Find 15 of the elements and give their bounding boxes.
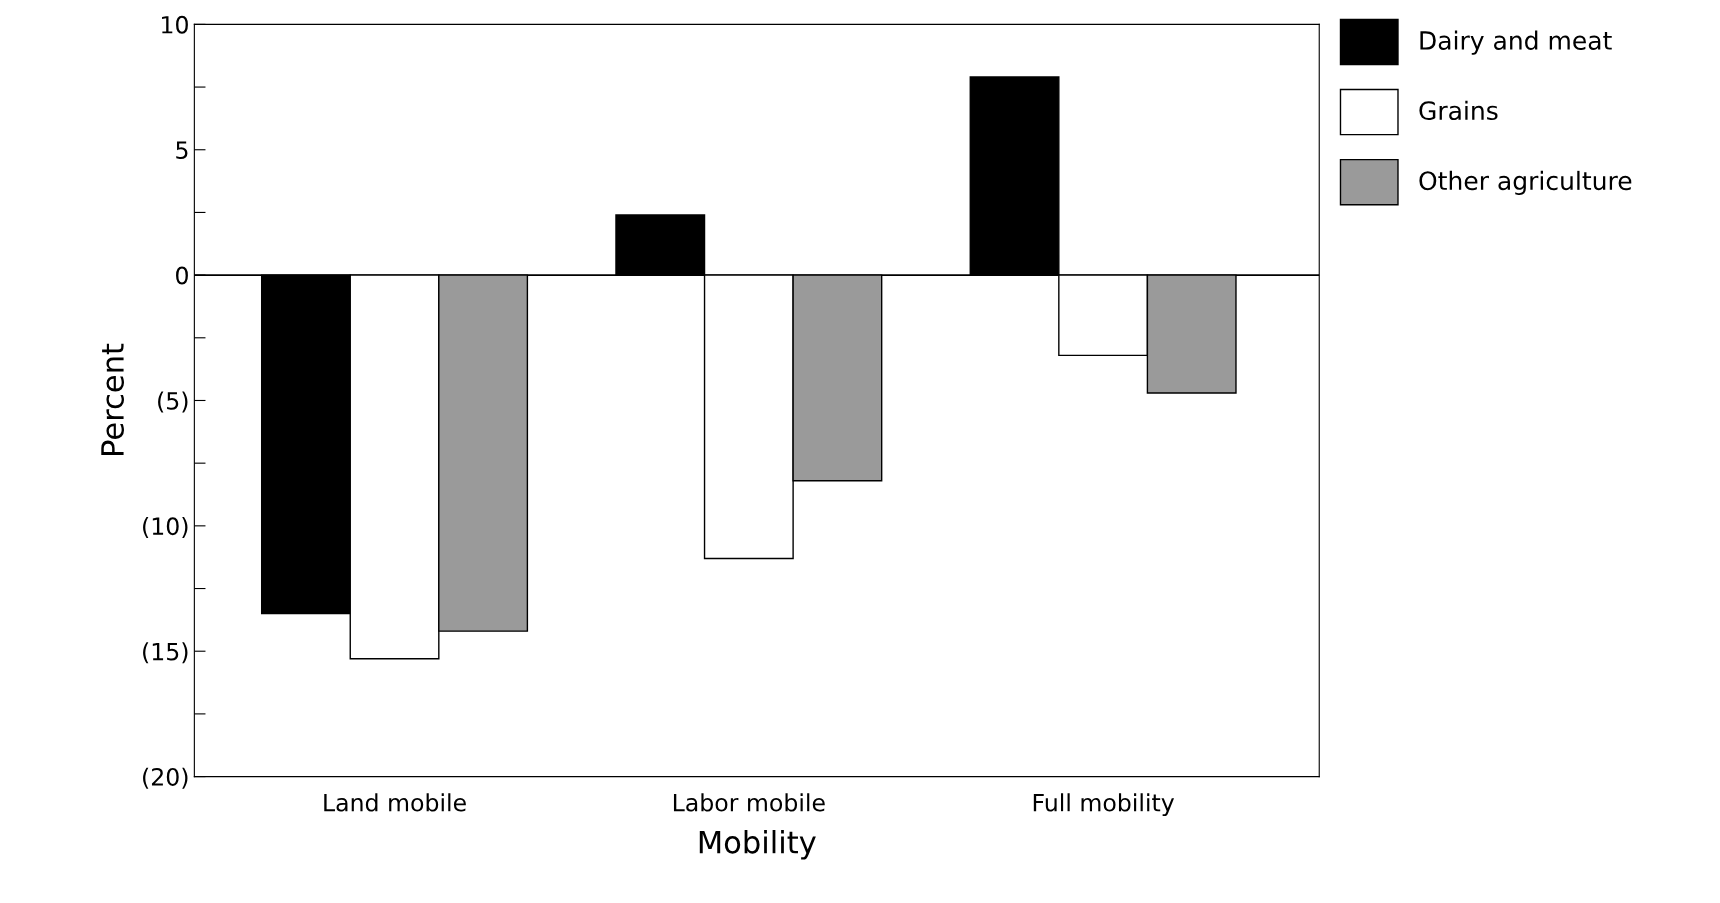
legend-label: Dairy and meat <box>1420 30 1612 55</box>
y-tick-label: (5) <box>158 391 188 413</box>
y-axis-title: Percent <box>101 343 124 455</box>
x-tick-label: Full mobility <box>1033 793 1175 817</box>
y-tick-label: 5 <box>176 141 188 160</box>
y-tick-label: 10 <box>162 15 188 34</box>
y-tick-label: 0 <box>176 266 188 285</box>
x-axis-title: Mobility <box>699 829 816 860</box>
y-tick-label: (20) <box>143 767 188 789</box>
x-tick-label: Land mobile <box>324 793 466 812</box>
x-tick-label: Labor mobile <box>673 793 825 812</box>
y-tick-label: (15) <box>143 642 188 664</box>
legend-label: Grains <box>1419 100 1498 121</box>
y-tick-label: (10) <box>143 516 188 538</box>
legend-label: Other agriculture <box>1419 170 1632 196</box>
